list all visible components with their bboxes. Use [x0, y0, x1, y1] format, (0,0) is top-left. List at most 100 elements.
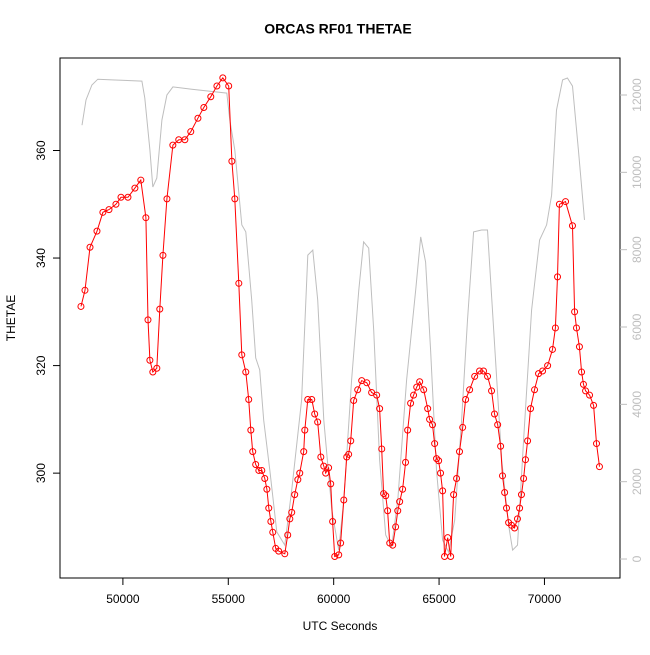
- point: [301, 426, 309, 434]
- point: [462, 395, 470, 403]
- point: [568, 222, 576, 230]
- point: [242, 368, 250, 376]
- point: [300, 448, 308, 456]
- point: [555, 200, 563, 208]
- point: [112, 200, 120, 208]
- point: [453, 475, 461, 483]
- y-tick-label: 300: [34, 463, 48, 483]
- point: [267, 518, 275, 526]
- y2-tick-label: 8000: [630, 236, 644, 263]
- point: [424, 405, 432, 413]
- point: [296, 469, 304, 477]
- point: [228, 157, 236, 165]
- point: [131, 184, 139, 192]
- point: [163, 195, 171, 203]
- point: [263, 485, 271, 493]
- point: [258, 466, 266, 474]
- point: [466, 386, 474, 394]
- point: [340, 496, 348, 504]
- point: [431, 440, 439, 448]
- point: [380, 490, 388, 498]
- point: [194, 114, 202, 122]
- point: [156, 305, 164, 313]
- point: [433, 455, 441, 463]
- point: [554, 273, 562, 281]
- point: [142, 214, 150, 222]
- point: [284, 531, 292, 539]
- point: [426, 415, 434, 423]
- point: [435, 457, 443, 465]
- point: [394, 507, 402, 515]
- point: [488, 387, 496, 395]
- point: [439, 487, 447, 495]
- point: [225, 82, 233, 90]
- point: [521, 456, 529, 464]
- point: [399, 485, 407, 493]
- y2-tick-label: 12000: [630, 78, 644, 112]
- point: [238, 351, 246, 359]
- point: [117, 193, 125, 201]
- point: [275, 547, 283, 555]
- point: [286, 515, 294, 523]
- point: [146, 356, 154, 364]
- point: [456, 448, 464, 456]
- point: [181, 136, 189, 144]
- point: [354, 386, 362, 394]
- point: [404, 426, 412, 434]
- point: [410, 391, 418, 399]
- point: [376, 405, 384, 413]
- point: [93, 227, 101, 235]
- y-tick-label: 360: [34, 140, 48, 160]
- point: [200, 103, 208, 111]
- point: [402, 458, 410, 466]
- point: [407, 399, 415, 407]
- point: [444, 534, 452, 542]
- point: [578, 368, 586, 376]
- point: [551, 324, 559, 332]
- point: [144, 316, 152, 324]
- point: [350, 397, 358, 405]
- point: [269, 528, 277, 536]
- point: [513, 515, 521, 523]
- point: [382, 492, 390, 500]
- point: [524, 437, 532, 445]
- point: [459, 423, 467, 431]
- point: [308, 395, 316, 403]
- y-tick-label: 320: [34, 355, 48, 375]
- point: [311, 410, 319, 418]
- point: [347, 437, 355, 445]
- point: [99, 208, 107, 216]
- point: [325, 464, 333, 472]
- point: [429, 421, 437, 429]
- point: [539, 367, 547, 375]
- point: [288, 508, 296, 516]
- point: [497, 442, 505, 450]
- x-tick-label: 70000: [528, 592, 562, 606]
- point: [317, 453, 325, 461]
- point: [420, 386, 428, 394]
- point: [471, 372, 479, 380]
- point: [590, 401, 598, 409]
- point: [169, 141, 177, 149]
- point: [281, 550, 289, 558]
- y2-tick-label: 10000: [630, 155, 644, 189]
- point: [153, 364, 161, 372]
- point: [331, 552, 339, 560]
- point: [494, 421, 502, 429]
- point: [531, 386, 539, 394]
- point: [544, 362, 552, 370]
- point: [517, 491, 525, 499]
- point: [327, 480, 335, 488]
- point: [219, 74, 227, 82]
- point: [159, 251, 167, 259]
- point: [447, 552, 455, 560]
- point: [124, 193, 132, 201]
- point: [511, 524, 519, 532]
- x-tick-label: 55000: [212, 592, 246, 606]
- point: [207, 93, 215, 101]
- point: [77, 302, 85, 310]
- point: [579, 380, 587, 388]
- point: [252, 461, 260, 469]
- point: [231, 195, 239, 203]
